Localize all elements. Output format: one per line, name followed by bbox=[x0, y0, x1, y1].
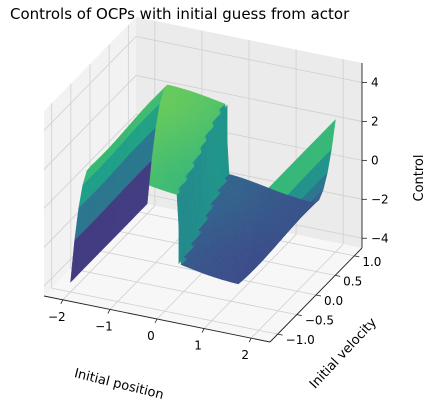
x-axis-label: Initial position bbox=[73, 366, 166, 403]
x-tick-mark bbox=[154, 318, 158, 324]
z-tick-label: 4 bbox=[371, 75, 379, 89]
y-tick-mark bbox=[335, 275, 341, 277]
control-surface bbox=[70, 84, 336, 285]
grid-line-z bbox=[135, 75, 363, 122]
y-tick-mark bbox=[315, 294, 322, 297]
grid-line-z bbox=[43, 36, 137, 131]
chart-title: Controls of OCPs with initial guess from… bbox=[10, 5, 350, 23]
grid-line-z bbox=[135, 36, 363, 83]
y-tick-mark bbox=[354, 255, 360, 258]
z-tick-label: 2 bbox=[371, 114, 379, 128]
tick-labels: −2 −1 0 1 2 −1.0 −0.5 0.00.51.0 −4 −2 0 2 4 bbox=[48, 75, 389, 362]
y-tick-label: −1.0 bbox=[286, 333, 315, 347]
x-tick-mark bbox=[60, 299, 64, 305]
grid-line-y bbox=[51, 287, 278, 335]
x-tick-mark bbox=[201, 328, 205, 333]
z-axis-label: Control bbox=[412, 155, 427, 202]
x-tick-mark bbox=[248, 337, 252, 343]
x-tick-label: 2 bbox=[241, 348, 249, 362]
x-tick-label: 0 bbox=[147, 329, 155, 343]
y-tick-mark bbox=[296, 314, 302, 316]
z-tick-label: −4 bbox=[371, 231, 389, 245]
z-tick-label: 0 bbox=[371, 153, 379, 167]
y-tick-label: −0.5 bbox=[305, 314, 334, 328]
y-tick-label: 0.0 bbox=[324, 294, 343, 308]
x-tick-label: −2 bbox=[48, 310, 66, 324]
grid-line-z bbox=[43, 75, 137, 170]
y-tick-label: 0.5 bbox=[343, 274, 362, 288]
grid-line-z bbox=[43, 114, 137, 209]
surface-face bbox=[144, 161, 152, 207]
grid-line-y bbox=[70, 268, 297, 315]
x-tick-label: 1 bbox=[194, 339, 202, 353]
x-tick-label: −1 bbox=[95, 319, 113, 333]
y-tick-label: 1.0 bbox=[362, 255, 381, 269]
y-tick-mark bbox=[277, 333, 283, 336]
x-tick-mark bbox=[107, 309, 111, 314]
z-tick-label: −2 bbox=[371, 192, 389, 206]
